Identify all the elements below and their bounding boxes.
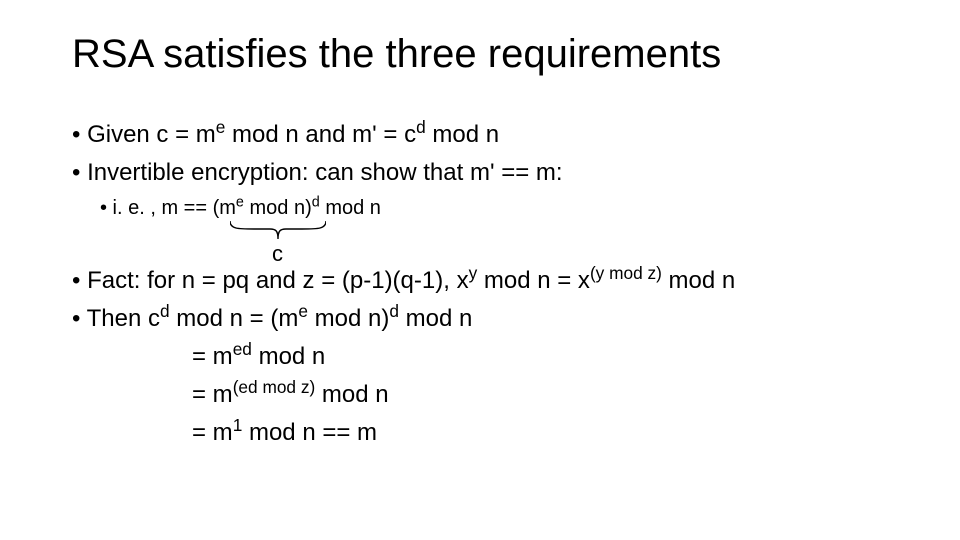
slide-body: • Given c = me mod n and m' = cd mod n •…	[72, 117, 912, 451]
text: mod n	[426, 121, 499, 148]
text: mod n and m' = c	[225, 121, 416, 148]
text: mod n	[662, 267, 735, 294]
text: mod n)	[244, 197, 312, 219]
superscript: d	[312, 194, 320, 210]
bullet-ie: • i. e. , m == (me mod n)d mod n	[100, 193, 912, 223]
slide: RSA satisfies the three requirements • G…	[0, 0, 960, 540]
superscript: (ed mod z)	[233, 377, 316, 397]
text: mod n = x	[477, 267, 590, 294]
superscript: d	[389, 301, 399, 321]
text: mod n)	[308, 305, 389, 332]
superscript: (y mod z)	[590, 263, 662, 283]
proof-line-1: = med mod n	[192, 339, 912, 375]
text: mod n	[315, 381, 388, 408]
text: = m	[192, 381, 233, 408]
text: = m	[192, 419, 233, 446]
text: • Given c = m	[72, 121, 216, 148]
text: mod n = (m	[170, 305, 299, 332]
superscript: d	[160, 301, 170, 321]
superscript: e	[236, 194, 244, 210]
underbrace-label: c	[272, 237, 283, 270]
text: mod n	[252, 343, 325, 370]
underbrace-annotation: c	[100, 225, 912, 261]
proof-line-2: = m(ed mod z) mod n	[192, 377, 912, 413]
text: mod n == m	[242, 419, 377, 446]
superscript: y	[469, 263, 478, 283]
proof-line-3: = m1 mod n == m	[192, 415, 912, 451]
superscript: 1	[233, 415, 243, 435]
superscript: ed	[233, 339, 252, 359]
bullet-given: • Given c = me mod n and m' = cd mod n	[72, 117, 912, 153]
text: • i. e. , m == (m	[100, 197, 236, 219]
text: • Invertible encryption: can show that m…	[72, 159, 563, 186]
text: = m	[192, 343, 233, 370]
superscript: e	[216, 117, 226, 137]
text: mod n	[320, 197, 381, 219]
superscript: e	[298, 301, 308, 321]
superscript: d	[416, 117, 426, 137]
bullet-then: • Then cd mod n = (me mod n)d mod n	[72, 301, 912, 337]
bullet-fact: • Fact: for n = pq and z = (p-1)(q-1), x…	[72, 263, 912, 299]
slide-title: RSA satisfies the three requirements	[72, 32, 912, 77]
text: • Then c	[72, 305, 160, 332]
text: mod n	[399, 305, 472, 332]
text: • Fact: for n = pq and z = (p-1)(q-1), x	[72, 267, 469, 294]
bullet-invertible: • Invertible encryption: can show that m…	[72, 155, 912, 191]
